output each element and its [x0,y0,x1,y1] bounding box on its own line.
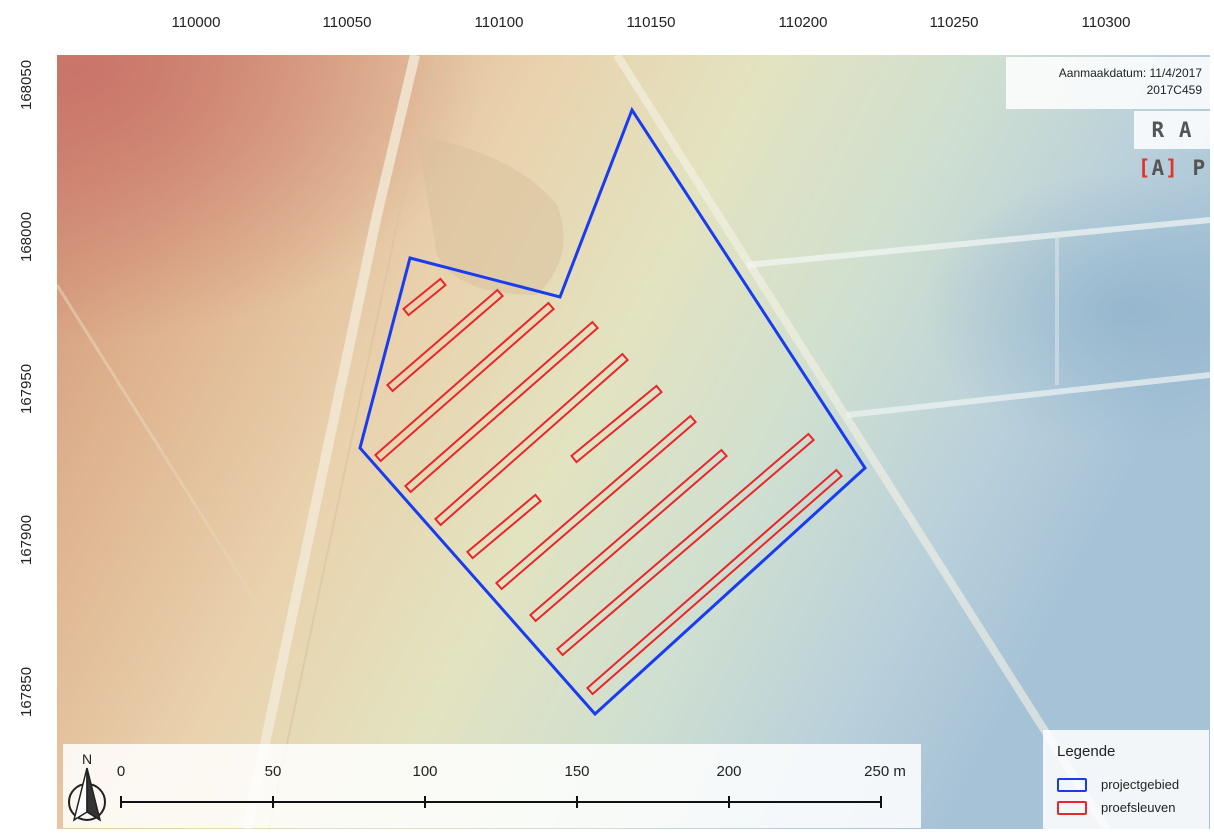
x-tick-label: 110300 [1081,14,1131,31]
scale-label: 0 [116,763,126,780]
y-tick-label: 167850 [18,666,35,717]
trench-outline [570,384,663,464]
scale-tick [880,796,882,808]
legend-swatch [1057,801,1087,815]
y-tick-label: 167900 [18,514,35,565]
scale-bar: N 0 50 100 150 200 250 m [63,744,921,828]
x-tick-label: 110050 [322,14,372,31]
x-tick-label: 110150 [626,14,676,31]
raap-logo: R A [A] P [1134,111,1210,180]
x-tick-label: 110000 [171,14,221,31]
trench-outline [433,352,630,527]
trench-outline [403,320,600,494]
scale-line [121,801,881,803]
ditch-line [846,372,1210,418]
trench-outline [528,448,729,623]
scale-tick [272,796,274,808]
legend-label: proefsleuven [1101,800,1176,815]
y-tick-label: 167950 [18,363,35,414]
trench-layer [373,277,844,696]
map-view[interactable] [57,55,1210,829]
field-boundary [57,284,279,636]
y-tick-label: 168000 [18,211,35,262]
trench-outline [555,432,816,657]
trench-outline [402,277,447,317]
y-tick-label: 168050 [18,59,35,110]
map-canvas [57,55,1210,829]
scale-tick [728,796,730,808]
north-arrow-icon: N [68,751,106,822]
trench-outline [373,301,556,463]
trench-outline [385,288,505,393]
creation-date: Aanmaakdatum: 11/4/2017 [1058,66,1202,80]
trench-outline [585,468,844,696]
scale-tick [576,796,578,808]
mound [417,135,564,295]
scale-label: 250 m [864,763,906,780]
scale-tick [120,796,122,808]
ditch-line [746,217,1210,268]
map-info-box: Aanmaakdatum: 11/4/2017 2017C459 [1006,57,1210,109]
trench-outline [494,414,698,591]
scale-label: 150 [564,763,590,780]
scale-tick [424,796,426,808]
road-line [613,55,1111,829]
scale-label: 200 [716,763,742,780]
x-tick-label: 110250 [929,14,979,31]
scale-label: 50 [264,763,282,780]
legend-label: projectgebied [1101,777,1180,792]
x-tick-label: 110100 [474,14,524,31]
legend-swatch [1057,778,1087,792]
project-area-boundary [358,106,867,717]
project-code: 2017C459 [1146,83,1202,97]
ditch-line [268,55,438,829]
elevation-low-area [57,55,1210,829]
trench-outline [465,493,543,560]
legend-title: Legende [1057,743,1116,760]
map-legend: Legende projectgebied proefsleuven [1043,730,1209,829]
north-label: N [82,751,92,767]
scale-label: 100 [412,763,438,780]
road-line [242,55,420,829]
x-tick-label: 110200 [778,14,828,31]
